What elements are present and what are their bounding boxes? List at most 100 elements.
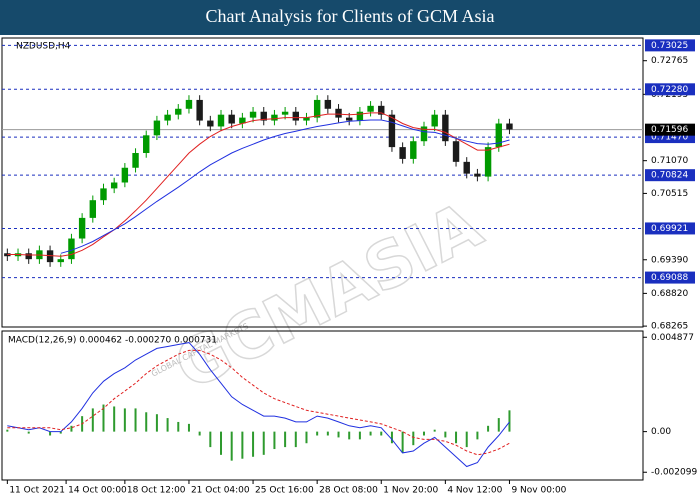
candle-body: [217, 114, 225, 127]
histogram-bar: [155, 414, 158, 432]
histogram-bar: [102, 404, 105, 432]
level-label-box: [645, 83, 695, 96]
histogram-bar: [187, 423, 190, 432]
candle-body: [484, 147, 492, 177]
x-tick-label: 9 Nov 00:00: [511, 486, 566, 496]
histogram-bar: [59, 431, 62, 434]
y-tick-label: -0.002099: [651, 468, 697, 478]
macd-line: [7, 342, 510, 468]
histogram-bar: [6, 429, 9, 432]
histogram-bar: [305, 431, 308, 444]
candle-body: [89, 200, 97, 218]
candle-body: [399, 147, 406, 159]
candle-body: [303, 117, 310, 121]
candle-body: [495, 123, 502, 148]
histogram-bar: [284, 431, 287, 448]
histogram-bar: [134, 408, 137, 432]
moving-average: [7, 112, 510, 257]
histogram-bar: [455, 431, 458, 444]
y-tick-label: 0.68265: [651, 322, 688, 332]
level-label-box: [645, 169, 695, 182]
candle-body: [335, 108, 342, 118]
candle-body: [367, 105, 374, 112]
x-tick-label: 4 Nov 12:00: [447, 486, 502, 496]
chart-title: Chart Analysis for Clients of GCM Asia: [206, 6, 495, 26]
histogram-bar: [209, 431, 212, 448]
candle-body: [474, 173, 481, 177]
macd-line: [7, 349, 510, 456]
candle-body: [292, 111, 299, 121]
candle-body: [78, 217, 86, 239]
price-pane: [1, 37, 644, 328]
candle-body: [313, 99, 321, 118]
moving-average: [60, 119, 510, 254]
candle-body: [25, 253, 32, 260]
macd-label: MACD(12,26,9) 0.000462 -0.000270 0.00073…: [8, 336, 217, 346]
candle-body: [121, 167, 129, 183]
candle-body: [260, 111, 267, 121]
histogram-bar: [444, 431, 447, 438]
x-tick-label: 18 Oct 12:00: [127, 486, 186, 496]
histogram-bar: [91, 408, 94, 432]
y-tick-label: 0.68820: [651, 289, 688, 299]
candle-body: [153, 120, 161, 136]
level-label: 0.72280: [651, 85, 688, 95]
candle-body: [281, 111, 289, 115]
candle-body: [249, 111, 257, 118]
histogram-bar: [380, 431, 383, 436]
candle-body: [164, 114, 171, 121]
x-tick-label: 25 Oct 16:00: [255, 486, 314, 496]
x-tick-label: 14 Oct 00:00: [68, 486, 127, 496]
symbol-label: NZDUSD,H4: [16, 42, 71, 52]
histogram-bar: [294, 431, 297, 448]
histogram-bar: [230, 431, 233, 461]
level-label-box: [645, 271, 695, 284]
candle-body: [196, 99, 203, 121]
candle-body: [420, 126, 428, 142]
level-label-box: [645, 39, 695, 52]
candle-body: [506, 123, 513, 130]
histogram-bar: [113, 406, 116, 432]
histogram-bar: [316, 431, 319, 436]
candle-body: [431, 114, 438, 127]
histogram-bar: [401, 431, 404, 453]
y-tick-label: 0.71070: [651, 156, 688, 166]
histogram-bar: [123, 408, 126, 432]
candle-body: [132, 153, 139, 168]
current-price-label: 0.71596: [651, 125, 688, 135]
candle-body: [57, 259, 64, 263]
candle-body: [324, 99, 332, 109]
watermark: GCMASIA GLOBAL CAPITAL MARKETS: [150, 188, 494, 406]
histogram-bar: [422, 431, 425, 436]
level-label: 0.73025: [651, 41, 688, 51]
histogram-bar: [465, 431, 468, 448]
histogram-bar: [252, 431, 255, 457]
y-tick-label: 0.70515: [651, 189, 688, 199]
candle-body: [46, 250, 54, 263]
candle-body: [185, 99, 193, 109]
y-tick-label: 0.00: [651, 427, 671, 437]
histogram-bar: [49, 431, 52, 436]
histogram-bar: [241, 431, 244, 459]
histogram-bar: [412, 431, 415, 446]
histogram-bar: [497, 418, 500, 432]
candle-body: [228, 114, 235, 124]
candle-body: [207, 120, 214, 127]
histogram-bar: [70, 425, 73, 432]
level-label: 0.70824: [651, 171, 688, 181]
candle-body: [175, 108, 182, 115]
histogram-bar: [145, 412, 148, 432]
candle-body: [388, 114, 396, 148]
candle-body: [346, 117, 353, 121]
candle-body: [356, 111, 364, 121]
candle-body: [442, 114, 449, 142]
histogram-bar: [166, 418, 169, 432]
histogram-bar: [508, 410, 511, 432]
macd-pane: [1, 330, 644, 481]
histogram-bar: [369, 431, 372, 436]
candle-body: [378, 105, 385, 115]
histogram-bar: [177, 421, 180, 432]
level-label-box: [645, 222, 695, 235]
histogram-bar: [220, 431, 223, 455]
